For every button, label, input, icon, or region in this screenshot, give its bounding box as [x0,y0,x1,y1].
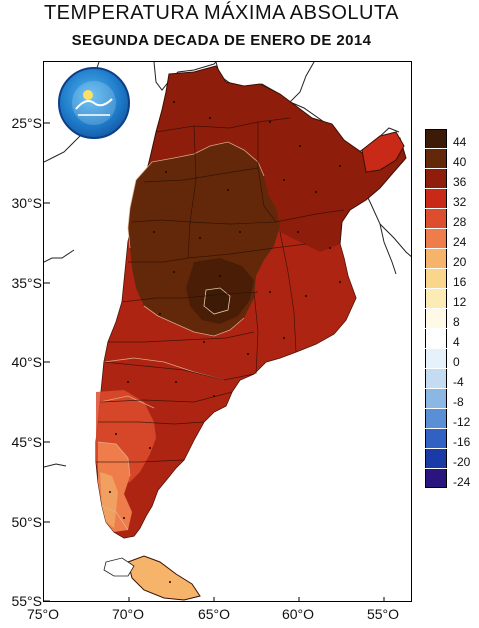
legend-label: -16 [453,435,471,449]
lat-label-25s: 25°S [11,115,42,131]
legend-label: 40 [453,155,467,169]
legend-swatch [425,349,447,368]
legend-label: 36 [453,175,467,189]
map-title: TEMPERATURA MÁXIMA ABSOLUTA [43,2,400,24]
legend-swatch [425,449,447,468]
legend-swatch [425,469,447,488]
lon-label-65o: 65°O [197,606,231,622]
legend-label: -4 [453,375,464,389]
map-frame [43,61,412,602]
legend-label: 4 [453,335,460,349]
argentina-temperature-map [44,62,411,601]
legend-label: 32 [453,195,467,209]
lon-label-75o: 75°O [26,606,60,622]
legend-label: -8 [453,395,464,409]
legend-swatch [425,269,447,288]
legend-swatch [425,209,447,228]
lat-label-55s: 55°S [11,593,42,609]
legend-label: 12 [453,295,467,309]
temperature-field [95,65,407,601]
legend-swatch [425,409,447,428]
lat-label-45s: 45°S [11,434,42,450]
lon-label-55o: 55°O [366,606,400,622]
lon-label-60o: 60°O [281,606,315,622]
lat-label-50s: 50°S [11,514,42,530]
lon-label-70o: 70°O [111,606,145,622]
map-ticks [44,122,385,601]
legend-label: 0 [453,355,460,369]
lat-label-35s: 35°S [11,275,42,291]
legend-swatch [425,329,447,348]
legend-label: 8 [453,315,460,329]
legend-swatch [425,429,447,448]
legend-swatch [425,289,447,308]
temperature-legend: 44 40 36 32 28 24 20 16 12 8 4 0 -4 -8 -12 -16 -20 -24 [425,129,477,549]
lat-label-30s: 30°S [11,195,42,211]
legend-swatch [425,149,447,168]
legend-swatch [425,249,447,268]
legend-swatch [425,309,447,328]
legend-label: -12 [453,415,471,429]
map-subtitle: SEGUNDA DECADA DE ENERO DE 2014 [71,32,372,49]
legend-label: -20 [453,455,471,469]
station-markers [109,101,341,583]
legend-swatch [425,169,447,188]
legend-label: 44 [453,135,467,149]
legend-swatch [425,229,447,248]
legend-label: 24 [453,235,467,249]
legend-swatch [425,389,447,408]
legend-swatch [425,129,447,148]
legend-label: -24 [453,475,471,489]
legend-label: 20 [453,255,467,269]
lat-label-40s: 40°S [11,354,42,370]
smn-logo-icon [58,67,130,139]
legend-swatch [425,369,447,388]
legend-label: 28 [453,215,467,229]
legend-swatch [425,189,447,208]
legend-label: 16 [453,275,467,289]
